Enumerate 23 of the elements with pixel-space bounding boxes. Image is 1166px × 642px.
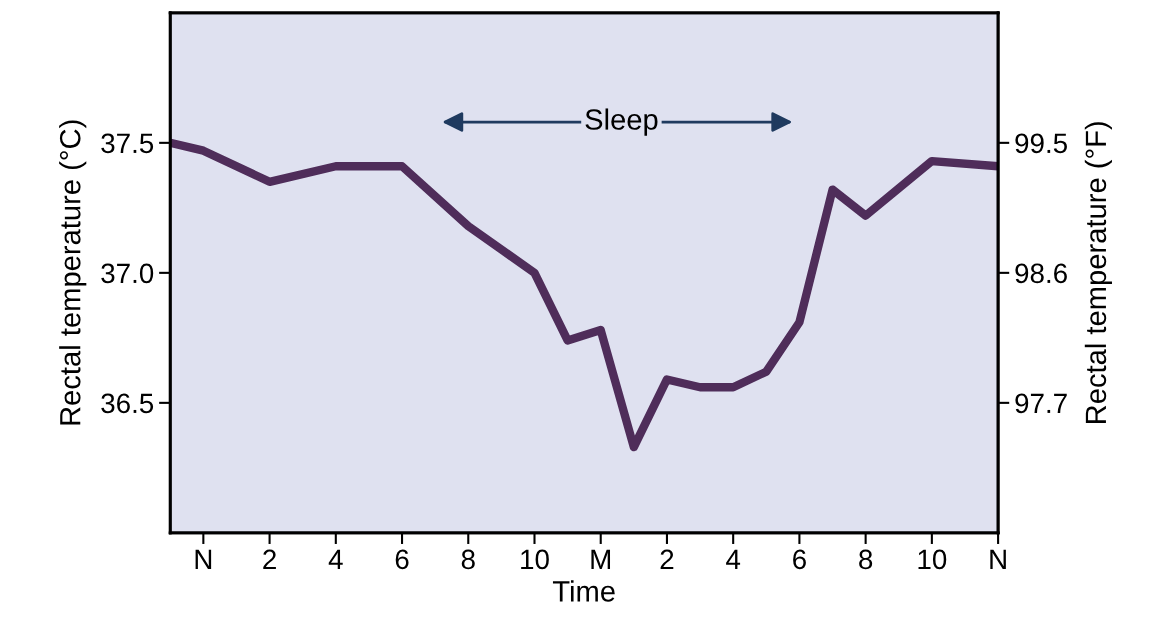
y-tick-label: 37.0 <box>101 263 154 284</box>
y-axis-title: Rectal temperature (°C) <box>59 120 87 425</box>
annotation: Sleep <box>585 108 658 136</box>
y2-tick-label: 97.7 <box>1015 393 1067 414</box>
x-tick-label: 8 <box>859 549 873 570</box>
y-tick-label: 37.5 <box>101 133 154 154</box>
x-tick-label: 10 <box>918 549 947 570</box>
x-tick-label: 2 <box>263 549 276 569</box>
x-tick-label: M <box>591 549 611 569</box>
x-tick-label: 8 <box>461 549 475 570</box>
x-tick-label: 4 <box>726 549 741 569</box>
x-tick-label: 6 <box>395 549 409 570</box>
x-axis-title: Time <box>552 580 615 602</box>
x-tick-label: N <box>195 549 212 569</box>
y2-tick-label: 98.6 <box>1015 263 1067 284</box>
x-tick-label: 2 <box>660 549 674 569</box>
x-tick-label: 10 <box>521 549 549 570</box>
y-tick-label: 36.5 <box>101 393 154 414</box>
x-tick-label: 6 <box>793 549 806 570</box>
y2-axis-title: Rectal temperature (°F) <box>1084 122 1112 423</box>
x-tick-label: N <box>990 549 1006 569</box>
x-tick-label: 4 <box>328 549 343 569</box>
y2-tick-label: 99.5 <box>1015 133 1067 154</box>
